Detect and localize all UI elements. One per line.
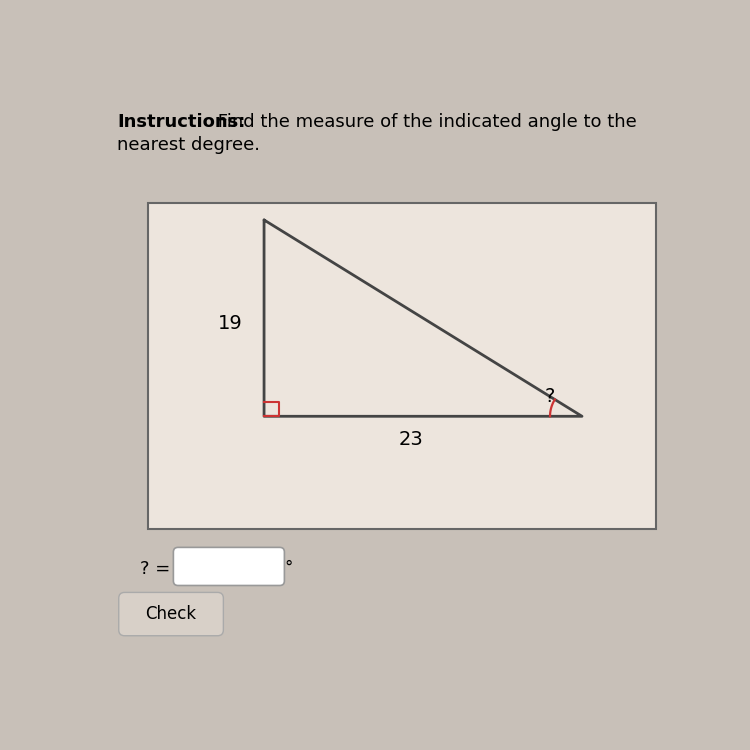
Text: 19: 19 (218, 314, 243, 334)
FancyBboxPatch shape (173, 548, 284, 586)
Text: Find the measure of the indicated angle to the: Find the measure of the indicated angle … (211, 113, 637, 131)
Bar (148, 202, 656, 529)
Text: 23: 23 (398, 430, 423, 449)
FancyBboxPatch shape (118, 592, 224, 636)
Text: nearest degree.: nearest degree. (117, 136, 260, 154)
Text: ?: ? (544, 386, 555, 406)
Text: ? =: ? = (140, 560, 170, 578)
Text: Instructions:: Instructions: (117, 113, 245, 131)
Text: °: ° (284, 560, 292, 578)
Text: Check: Check (146, 605, 196, 623)
